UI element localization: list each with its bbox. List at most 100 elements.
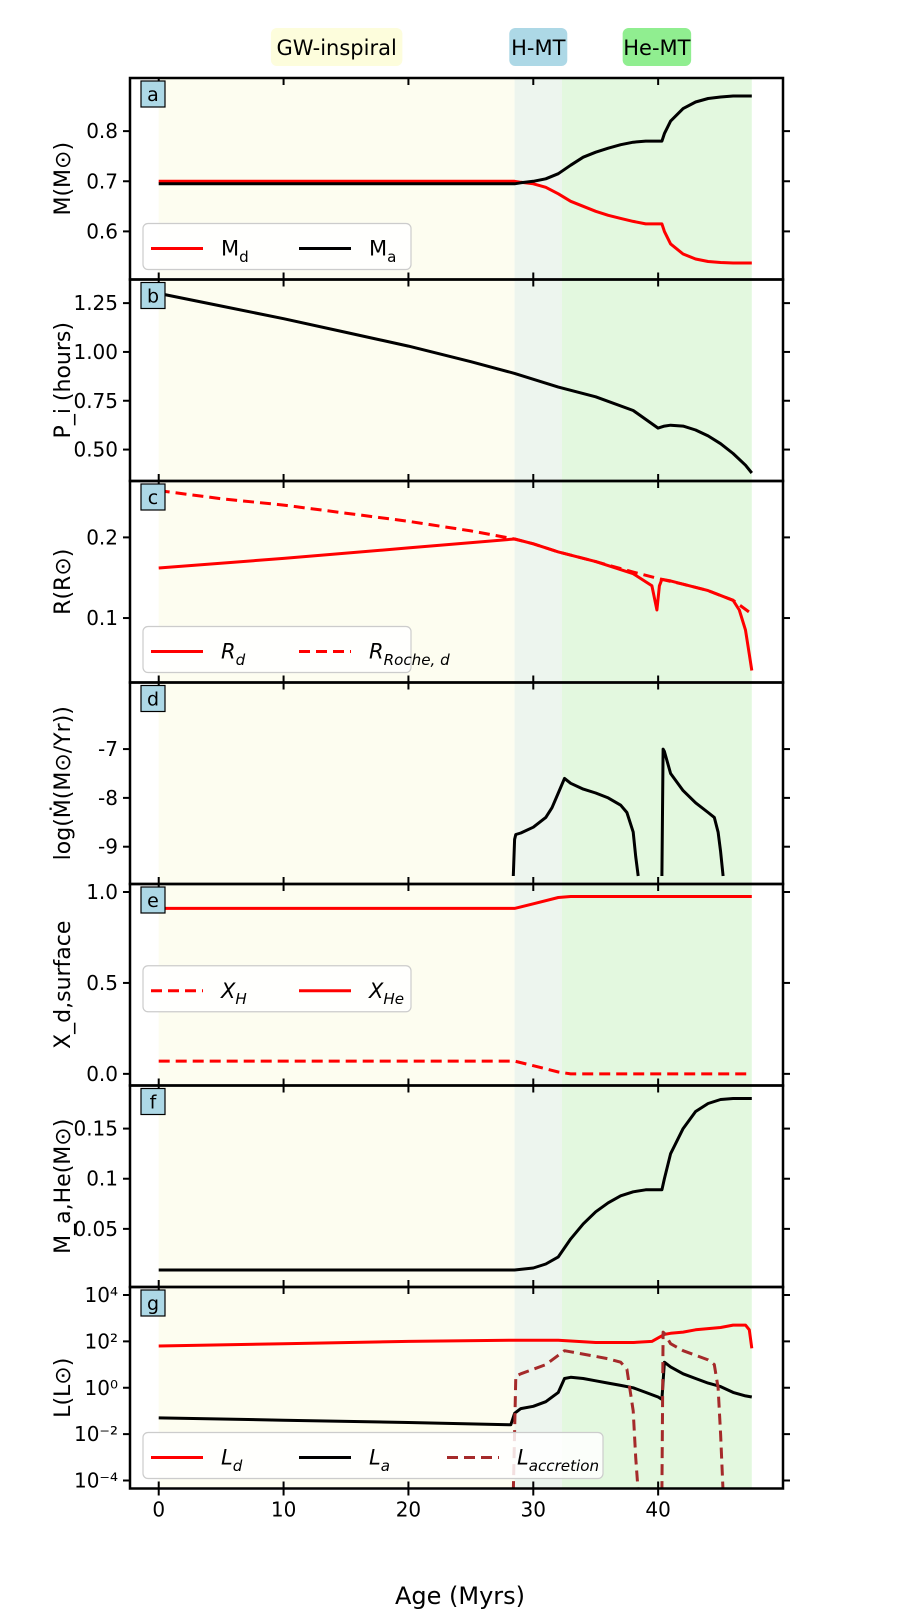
panel-letter-e: e: [147, 890, 159, 912]
series-line-P_i: [158, 291, 753, 474]
xtick-label-0: 0: [152, 1498, 165, 1522]
panel-letter-c: c: [148, 487, 158, 509]
ytick-label-a-1: 0.7: [86, 169, 118, 193]
phase-label-2: He-MT: [623, 36, 690, 60]
phase-badge-2: [622, 28, 692, 66]
legend-label-L_a: La: [369, 1446, 390, 1475]
y-axis-label-g: L(L⊙): [51, 1358, 76, 1418]
ytick-label-c-0: 0.1: [86, 606, 118, 630]
y-axis-label-a: M(M⊙): [51, 142, 76, 216]
ytick-label-f-2: 0.15: [73, 1117, 118, 1141]
x-axis-label: Age (Myrs): [395, 1582, 525, 1610]
panel-g: 10⁻⁴ 10⁻² 10⁰ 10² 10⁴ g L(L⊙) Ld La Laccretion: [51, 1283, 790, 1493]
legend-box-a: [142, 222, 412, 271]
series-line-L_accretion: [511, 1349, 640, 1489]
ytick-label-g-2: 10⁰: [85, 1376, 118, 1400]
panel-letter-b: b: [147, 286, 159, 308]
series-line-M_a,He: [158, 1097, 752, 1272]
y-axis-label-e: X_d,surface: [51, 921, 76, 1049]
ytick-label-d-2: -7: [98, 737, 118, 761]
phase-badge-1: [509, 28, 568, 66]
ytick-label-f-1: 0.1: [86, 1167, 118, 1191]
panel-letter-f: f: [150, 1092, 158, 1114]
phase-badges: GW-inspiral H-MT He-MT: [270, 28, 692, 66]
ytick-label-b-3: 1.25: [73, 291, 118, 315]
panel-letter-box-g: [140, 1289, 166, 1317]
series-line-L_accretion_2: [660, 1330, 725, 1489]
panel-letter-box-e: [140, 886, 166, 914]
series-group-d: [511, 747, 725, 877]
x-axis: 0 10 20 30 40: [152, 1488, 671, 1522]
ytick-label-g-3: 10²: [85, 1329, 118, 1353]
panel-letter-box-d: [140, 684, 166, 713]
panel-letter-box-c: [140, 483, 166, 511]
panel-letter-box-b: [140, 281, 166, 310]
legend-label-R_d: Rd: [221, 640, 246, 669]
ytick-label-a-2: 0.8: [86, 119, 118, 143]
phase-label-0: GW-inspiral: [276, 36, 396, 60]
phase-span-0: [158, 78, 515, 1489]
y-axis-label-d: log(Ṁ(M⊙/Yr)): [50, 706, 76, 860]
legend-label-R_Roche,d: RRoche, d: [369, 640, 450, 669]
series-group-c: [158, 489, 754, 671]
legend-label-X_H: XH: [220, 979, 247, 1008]
panel-letter-box-f: [140, 1087, 166, 1116]
series-group-e: [158, 895, 752, 1076]
ytick-label-e-1: 0.5: [86, 971, 118, 995]
phase-span-1: [514, 78, 563, 1489]
series-line-M_d: [158, 179, 752, 265]
series-group-f: [158, 1097, 752, 1272]
y-axis-label-b: P_i (hours): [51, 322, 76, 438]
xtick-label-2: 20: [396, 1498, 421, 1522]
phase-badge-0: [270, 28, 403, 66]
ytick-label-g-1: 10⁻²: [74, 1422, 118, 1446]
panel-letter-a: a: [147, 84, 159, 106]
ytick-label-b-1: 0.75: [73, 389, 118, 413]
series-line-log_Mdot_He: [660, 747, 725, 877]
legend-box-g: [142, 1431, 604, 1480]
ytick-label-b-0: 0.50: [73, 438, 118, 462]
panel-letter-box-a: [140, 80, 166, 108]
panel-d: -9 -8 -7 d log(Ṁ(M⊙/Yr)): [50, 681, 790, 886]
series-line-L_a: [158, 1360, 753, 1427]
phase-span-2: [562, 78, 752, 1489]
ytick-label-d-0: -9: [98, 835, 118, 859]
series-line-R_Roche,d: [158, 489, 753, 616]
panels: 0.6 0.7 0.8 a M(M⊙) Md Ma 0.50 0.75 1.00 1.25 b P_i …: [50, 76, 790, 1493]
phase-label-1: H-MT: [511, 36, 565, 60]
series-line-X_H: [158, 1059, 752, 1076]
ytick-label-e-0: 0.0: [86, 1062, 118, 1086]
ytick-label-b-2: 1.00: [73, 340, 118, 364]
panel-letter-g: g: [147, 1293, 159, 1315]
legend-label-L_accretion: Laccretion: [517, 1446, 599, 1475]
legend-box-e: [142, 965, 412, 1013]
y-axis-label-f: M_a,He(M⊙): [51, 1119, 76, 1254]
legend-label-L_d: Ld: [221, 1446, 243, 1475]
series-line-X_He: [158, 895, 752, 910]
series-line-M_a: [158, 94, 752, 186]
series-group-b: [158, 291, 753, 474]
ytick-label-e-2: 1.0: [86, 880, 118, 904]
panel-c: 0.1 0.2 c R(R⊙) Rd RRoche, d: [51, 479, 790, 684]
ytick-label-c-1: 0.2: [86, 525, 118, 549]
series-group-g: [158, 1323, 754, 1489]
xtick-label-1: 10: [271, 1498, 296, 1522]
series-line-log_Mdot_H: [511, 776, 640, 877]
legend-box-c: [142, 625, 412, 674]
xtick-label-3: 30: [521, 1498, 546, 1522]
ytick-label-g-4: 10⁴: [85, 1283, 118, 1307]
ytick-label-f-0: 0.05: [73, 1217, 118, 1241]
background-layer: [158, 78, 752, 1489]
legend-label-X_He: XHe: [368, 979, 404, 1008]
ytick-label-d-1: -8: [98, 786, 118, 810]
panel-a: 0.6 0.7 0.8 a M(M⊙) Md Ma: [51, 76, 790, 281]
ytick-label-a-0: 0.6: [86, 219, 118, 243]
ytick-label-g-0: 10⁻⁴: [74, 1469, 118, 1493]
xtick-label-4: 40: [645, 1498, 670, 1522]
panel-letter-d: d: [147, 689, 159, 711]
legend-label-M_d: Md: [221, 237, 249, 266]
y-axis-label-c: R(R⊙): [51, 549, 76, 615]
series-group-a: [158, 94, 752, 265]
legend-label-M_a: Ma: [369, 237, 396, 266]
